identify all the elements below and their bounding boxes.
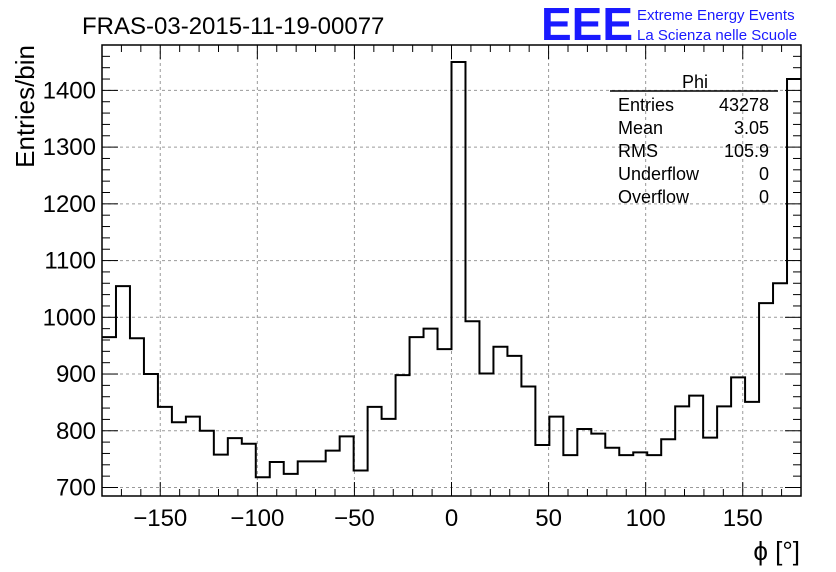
- y-tick-label: 900: [56, 361, 96, 388]
- x-tick-label: 100: [626, 505, 666, 532]
- stats-row-label: Underflow: [618, 164, 700, 184]
- histogram-bin: [535, 445, 549, 496]
- histogram-bin: [172, 422, 186, 496]
- histogram-bin: [382, 419, 396, 496]
- y-axis-label: Entries/bin: [10, 45, 40, 168]
- y-tick-labels: 700 800 900 1000 1100 1200 1300 1400: [43, 77, 96, 501]
- x-tick-labels: −150 −100 −50 0 50 100 150: [133, 505, 763, 532]
- histogram-bin: [214, 455, 228, 496]
- histogram-bin: [284, 474, 298, 496]
- histogram-bin: [228, 438, 242, 496]
- histogram-bin: [438, 349, 452, 496]
- histogram-bin: [410, 337, 424, 496]
- x-tick-label: −150: [133, 505, 187, 532]
- histogram-bin: [368, 407, 382, 496]
- x-axis-label: ϕ [°]: [753, 536, 800, 566]
- y-tick-label: 800: [56, 418, 96, 445]
- histogram-bin: [396, 375, 410, 496]
- histogram-bins: [102, 62, 801, 496]
- stats-row-label: RMS: [618, 141, 658, 161]
- y-tick-label: 1300: [43, 134, 96, 161]
- histogram-bin: [452, 62, 466, 496]
- y-tick-label: 1100: [44, 248, 96, 275]
- histogram-bin: [591, 434, 605, 496]
- histogram-bin: [689, 396, 703, 496]
- histogram-bin: [479, 373, 493, 496]
- y-tick-label: 1400: [43, 77, 96, 104]
- histogram-bin: [787, 79, 801, 496]
- logo-line-2: La Scienza nelle Scuole: [637, 27, 797, 44]
- histogram-line: [102, 61, 801, 479]
- histogram-bin: [605, 448, 619, 496]
- x-tick-label: 50: [535, 505, 562, 532]
- stats-row-value: 3.05: [734, 118, 769, 138]
- x-tick-label: 0: [445, 505, 458, 532]
- chart-title: FRAS-03-2015-11-19-00077: [82, 13, 384, 40]
- histogram-bin: [759, 303, 773, 496]
- histogram-bin: [200, 431, 214, 496]
- histogram-bin: [102, 337, 116, 496]
- axis-ticks: [101, 45, 802, 496]
- histogram-bin: [354, 470, 368, 496]
- histogram-bin: [340, 436, 354, 496]
- histogram-bin: [731, 377, 745, 496]
- x-tick-label: −50: [334, 505, 375, 532]
- histogram-bin: [242, 444, 256, 496]
- histogram-bin: [116, 286, 130, 496]
- x-tick-label: 150: [723, 505, 763, 532]
- histogram-bin: [312, 461, 326, 496]
- histogram-bin: [326, 451, 340, 496]
- histogram-bin: [647, 455, 661, 496]
- histogram-bin: [549, 417, 563, 496]
- histogram-bin: [298, 461, 312, 496]
- histogram-bin: [424, 329, 438, 496]
- stats-box: Phi Entries 43278 Mean 3.05 RMS 105.9 Underflo…: [610, 72, 778, 207]
- stats-row-label: Mean: [618, 118, 663, 138]
- stats-rows: Entries 43278 Mean 3.05 RMS 105.9 Underflow 0 Ov…: [618, 95, 769, 207]
- histogram-bin: [675, 406, 689, 496]
- histogram-bin: [507, 356, 521, 496]
- stats-row-label: Entries: [618, 95, 674, 115]
- histogram-bin: [130, 338, 144, 496]
- y-tick-label: 1200: [43, 191, 96, 218]
- stats-row-value: 105.9: [724, 141, 769, 161]
- eee-logo: EEE: [541, 0, 633, 50]
- histogram-bin: [703, 438, 717, 496]
- histogram-bin: [186, 417, 200, 496]
- histogram-bin: [493, 347, 507, 496]
- histogram-bin: [745, 402, 759, 496]
- histogram-bin: [717, 406, 731, 496]
- histogram-bin: [633, 452, 647, 496]
- stats-row-value: 0: [759, 187, 769, 207]
- stats-row-value: 43278: [719, 95, 769, 115]
- x-tick-label: −100: [230, 505, 284, 532]
- histogram-bin: [521, 387, 535, 496]
- histogram-bin: [144, 374, 158, 496]
- histogram-bin: [661, 439, 675, 496]
- histogram-bin: [563, 455, 577, 496]
- logo-line-1: Extreme Energy Events: [637, 7, 795, 24]
- histogram-bin: [577, 429, 591, 496]
- y-tick-label: 1000: [43, 304, 96, 331]
- stats-row-value: 0: [759, 164, 769, 184]
- stats-row-label: Overflow: [618, 187, 690, 207]
- histogram-bin: [256, 477, 270, 496]
- y-tick-label: 700: [56, 474, 96, 501]
- histogram-bin: [465, 321, 479, 496]
- stats-title: Phi: [682, 72, 708, 92]
- histogram-bin: [773, 283, 787, 496]
